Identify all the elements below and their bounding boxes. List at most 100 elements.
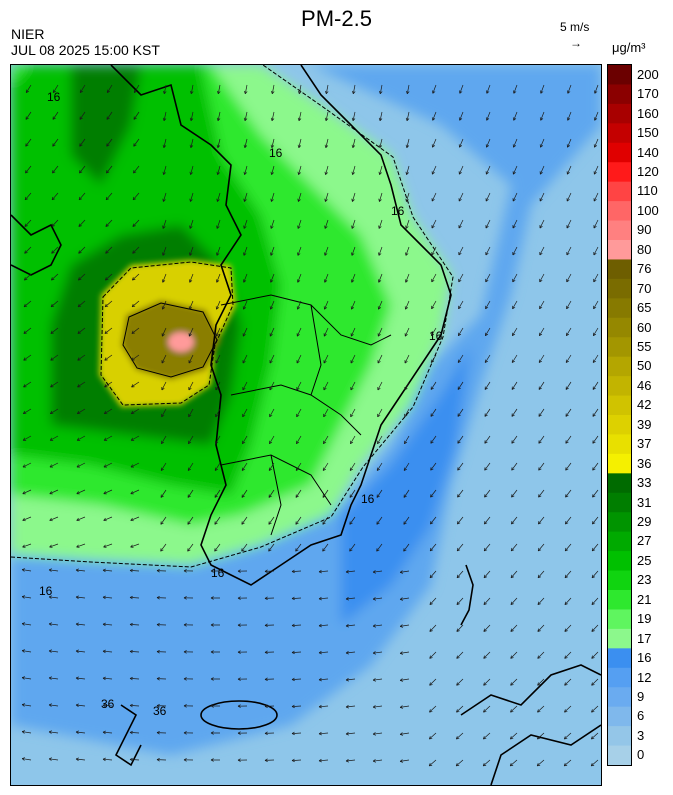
wind-arrow-head <box>23 410 26 414</box>
wind-arrow-icon <box>50 408 59 414</box>
wind-arrow-head <box>78 196 81 200</box>
wind-arrow-head <box>183 678 187 681</box>
wind-arrow-icon <box>431 300 437 309</box>
wind-arrow-icon <box>458 219 464 229</box>
wind-arrow-head <box>376 522 380 525</box>
wind-arrow-head <box>102 649 106 652</box>
legend-swatch <box>608 667 631 688</box>
wind-arrow-head <box>25 144 29 147</box>
wind-arrow-icon <box>51 192 59 201</box>
wind-arrow-head <box>291 758 295 761</box>
wind-arrow-head <box>399 759 403 762</box>
wind-arrow-head <box>399 651 403 654</box>
wind-arrow-icon <box>298 111 302 121</box>
wind-arrow-icon <box>567 138 572 148</box>
legend-label: 70 <box>637 280 652 296</box>
wind-arrow-icon <box>510 597 518 605</box>
wind-arrow-head <box>564 738 568 740</box>
wind-arrow-icon <box>591 624 599 632</box>
wind-arrow-head <box>129 624 133 627</box>
wind-arrow-icon <box>190 165 194 175</box>
wind-arrow-head <box>512 306 516 310</box>
wind-arrow-head <box>565 414 569 417</box>
wind-arrow-head <box>456 709 458 713</box>
wind-arrow-head <box>216 198 218 202</box>
wind-arrow-head <box>456 738 460 740</box>
wind-arrow-icon <box>406 165 410 175</box>
wind-arrow-head <box>458 226 462 229</box>
wind-arrow-head <box>210 758 214 761</box>
wind-arrow-head <box>75 758 79 761</box>
wind-arrow-icon <box>269 435 275 444</box>
wind-arrow-head <box>270 253 274 256</box>
wind-arrow-head <box>296 361 300 364</box>
wind-arrow-head <box>242 388 246 391</box>
wind-arrow-head <box>79 144 83 147</box>
wind-arrow-icon <box>25 165 32 174</box>
wind-arrow-head <box>351 198 353 202</box>
wind-arrow-head <box>483 709 485 713</box>
wind-arrow-head <box>539 360 543 363</box>
wind-arrow-head <box>23 303 26 307</box>
wind-arrow-icon <box>566 327 572 336</box>
wind-arrow-head <box>564 574 567 578</box>
wind-arrow-head <box>540 91 544 94</box>
wind-arrow-head <box>351 307 355 310</box>
wind-arrow-head <box>49 544 52 548</box>
wind-arrow-icon <box>346 705 356 708</box>
wind-arrow-icon <box>49 758 59 761</box>
wind-arrow-head <box>566 279 570 283</box>
wind-arrow-head <box>566 226 570 229</box>
legend-label: 60 <box>637 319 652 335</box>
wind-arrow-head <box>242 441 246 445</box>
wind-arrow-icon <box>590 759 599 767</box>
wind-arrow-head <box>567 172 570 175</box>
wind-arrow-head <box>592 414 596 417</box>
wind-arrow-icon <box>591 597 599 605</box>
wind-arrow-head <box>129 678 133 681</box>
wind-arrow-head <box>295 522 299 525</box>
wind-arrow-head <box>210 731 214 734</box>
legend-label: 76 <box>637 261 652 277</box>
wind-arrow-head <box>106 117 110 120</box>
wind-arrow-head <box>510 547 513 551</box>
wind-arrow-head <box>345 652 349 655</box>
wind-arrow-head <box>23 357 26 361</box>
wind-arrow-icon <box>51 273 59 281</box>
wind-arrow-icon <box>190 192 194 202</box>
wind-arrow-head <box>214 549 218 552</box>
wind-arrow-head <box>405 307 409 310</box>
wind-arrow-icon <box>22 543 32 548</box>
wind-arrow-head <box>399 653 404 655</box>
legend-swatch <box>608 687 631 708</box>
wind-arrow-icon <box>130 543 140 548</box>
legend-label: 9 <box>637 688 645 704</box>
wind-arrow-icon <box>49 516 59 521</box>
wind-arrow-head <box>106 170 108 174</box>
wind-arrow-head <box>78 279 82 281</box>
wind-arrow-head <box>324 225 326 229</box>
wind-arrow-head <box>129 705 133 708</box>
wind-arrow-head <box>51 223 53 227</box>
wind-arrow-head <box>48 596 52 599</box>
wind-arrow-head <box>510 574 513 578</box>
wind-arrow-head <box>322 495 326 498</box>
wind-arrow-head <box>405 226 409 229</box>
wind-arrow-head <box>510 576 515 579</box>
wind-arrow-head <box>48 677 52 680</box>
wind-arrow-head <box>291 704 295 707</box>
wind-arrow-icon <box>190 84 194 94</box>
wind-arrow-head <box>190 118 194 122</box>
wind-arrow-icon <box>296 327 302 337</box>
wind-arrow-head <box>51 250 53 254</box>
wind-arrow-icon <box>323 354 329 364</box>
wind-arrow-icon <box>379 84 383 94</box>
wind-arrow-head <box>189 334 192 337</box>
wind-arrow-head <box>352 199 355 202</box>
legend-label: 46 <box>637 377 652 393</box>
wind-arrow-head <box>324 226 328 229</box>
wind-arrow-head <box>21 623 25 626</box>
wind-arrow-head <box>76 437 80 441</box>
wind-arrow-head <box>156 597 160 600</box>
wind-arrow-head <box>269 441 273 445</box>
